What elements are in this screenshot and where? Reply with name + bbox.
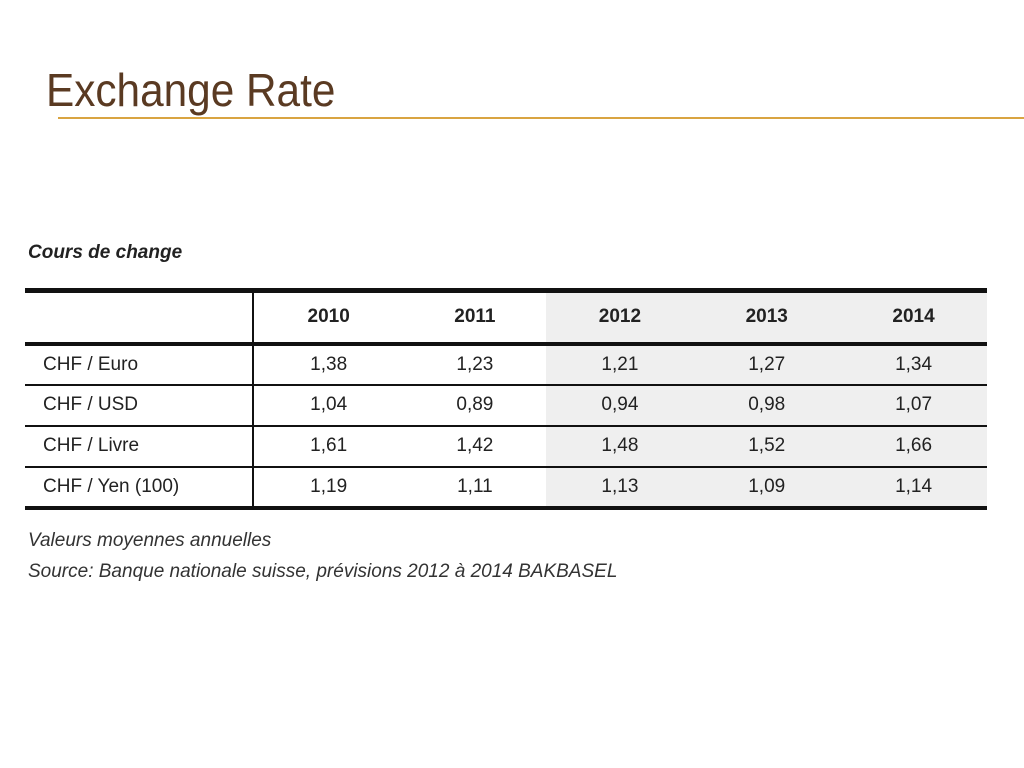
table-cell: 1,23 bbox=[403, 343, 547, 386]
table-cell: 1,66 bbox=[840, 425, 987, 468]
row-label: CHF / Yen (100) bbox=[25, 466, 254, 510]
table-cell: 1,52 bbox=[693, 425, 841, 468]
table-cell: 1,19 bbox=[253, 466, 404, 510]
table-cell: 0,94 bbox=[546, 384, 694, 427]
table-cell: 1,27 bbox=[693, 343, 841, 386]
title-divider bbox=[58, 117, 1024, 119]
exchange-rate-table: 2010 2011 2012 2013 2014 CHF / Euro 1,38… bbox=[25, 288, 987, 510]
table-note-source: Source: Banque nationale suisse, prévisi… bbox=[28, 561, 618, 582]
table-cell: 1,61 bbox=[253, 425, 404, 468]
column-header-2011: 2011 bbox=[403, 288, 547, 346]
table-row-chf-livre: CHF / Livre 1,61 1,42 1,48 1,52 1,66 bbox=[25, 425, 987, 468]
table-row-chf-usd: CHF / USD 1,04 0,89 0,94 0,98 1,07 bbox=[25, 384, 987, 427]
row-label: CHF / Livre bbox=[25, 425, 254, 468]
table-cell: 0,89 bbox=[403, 384, 547, 427]
row-label: CHF / USD bbox=[25, 384, 254, 427]
table-cell: 1,11 bbox=[403, 466, 547, 510]
table-cell: 1,13 bbox=[546, 466, 694, 510]
table-note-averages: Valeurs moyennes annuelles bbox=[28, 530, 272, 551]
table-row-chf-euro: CHF / Euro 1,38 1,23 1,21 1,27 1,34 bbox=[25, 343, 987, 386]
table-cell: 1,04 bbox=[253, 384, 404, 427]
column-header-2013: 2013 bbox=[693, 288, 841, 346]
column-header-2010: 2010 bbox=[253, 288, 404, 346]
table-cell: 1,34 bbox=[840, 343, 987, 386]
column-header-2014: 2014 bbox=[840, 288, 987, 346]
column-header-2012: 2012 bbox=[546, 288, 694, 346]
table-cell: 0,98 bbox=[693, 384, 841, 427]
table-caption: Cours de change bbox=[28, 242, 183, 263]
table-cell: 1,42 bbox=[403, 425, 547, 468]
table-cell: 1,38 bbox=[253, 343, 404, 386]
table-cell: 1,14 bbox=[840, 466, 987, 510]
slide-title: Exchange Rate bbox=[46, 64, 336, 116]
table-header-row: 2010 2011 2012 2013 2014 bbox=[25, 288, 987, 346]
table-cell: 1,48 bbox=[546, 425, 694, 468]
table-cell: 1,21 bbox=[546, 343, 694, 386]
table-cell: 1,07 bbox=[840, 384, 987, 427]
header-corner-cell bbox=[25, 288, 254, 346]
row-label: CHF / Euro bbox=[25, 343, 254, 386]
table-row-chf-yen: CHF / Yen (100) 1,19 1,11 1,13 1,09 1,14 bbox=[25, 466, 987, 510]
table-cell: 1,09 bbox=[693, 466, 841, 510]
